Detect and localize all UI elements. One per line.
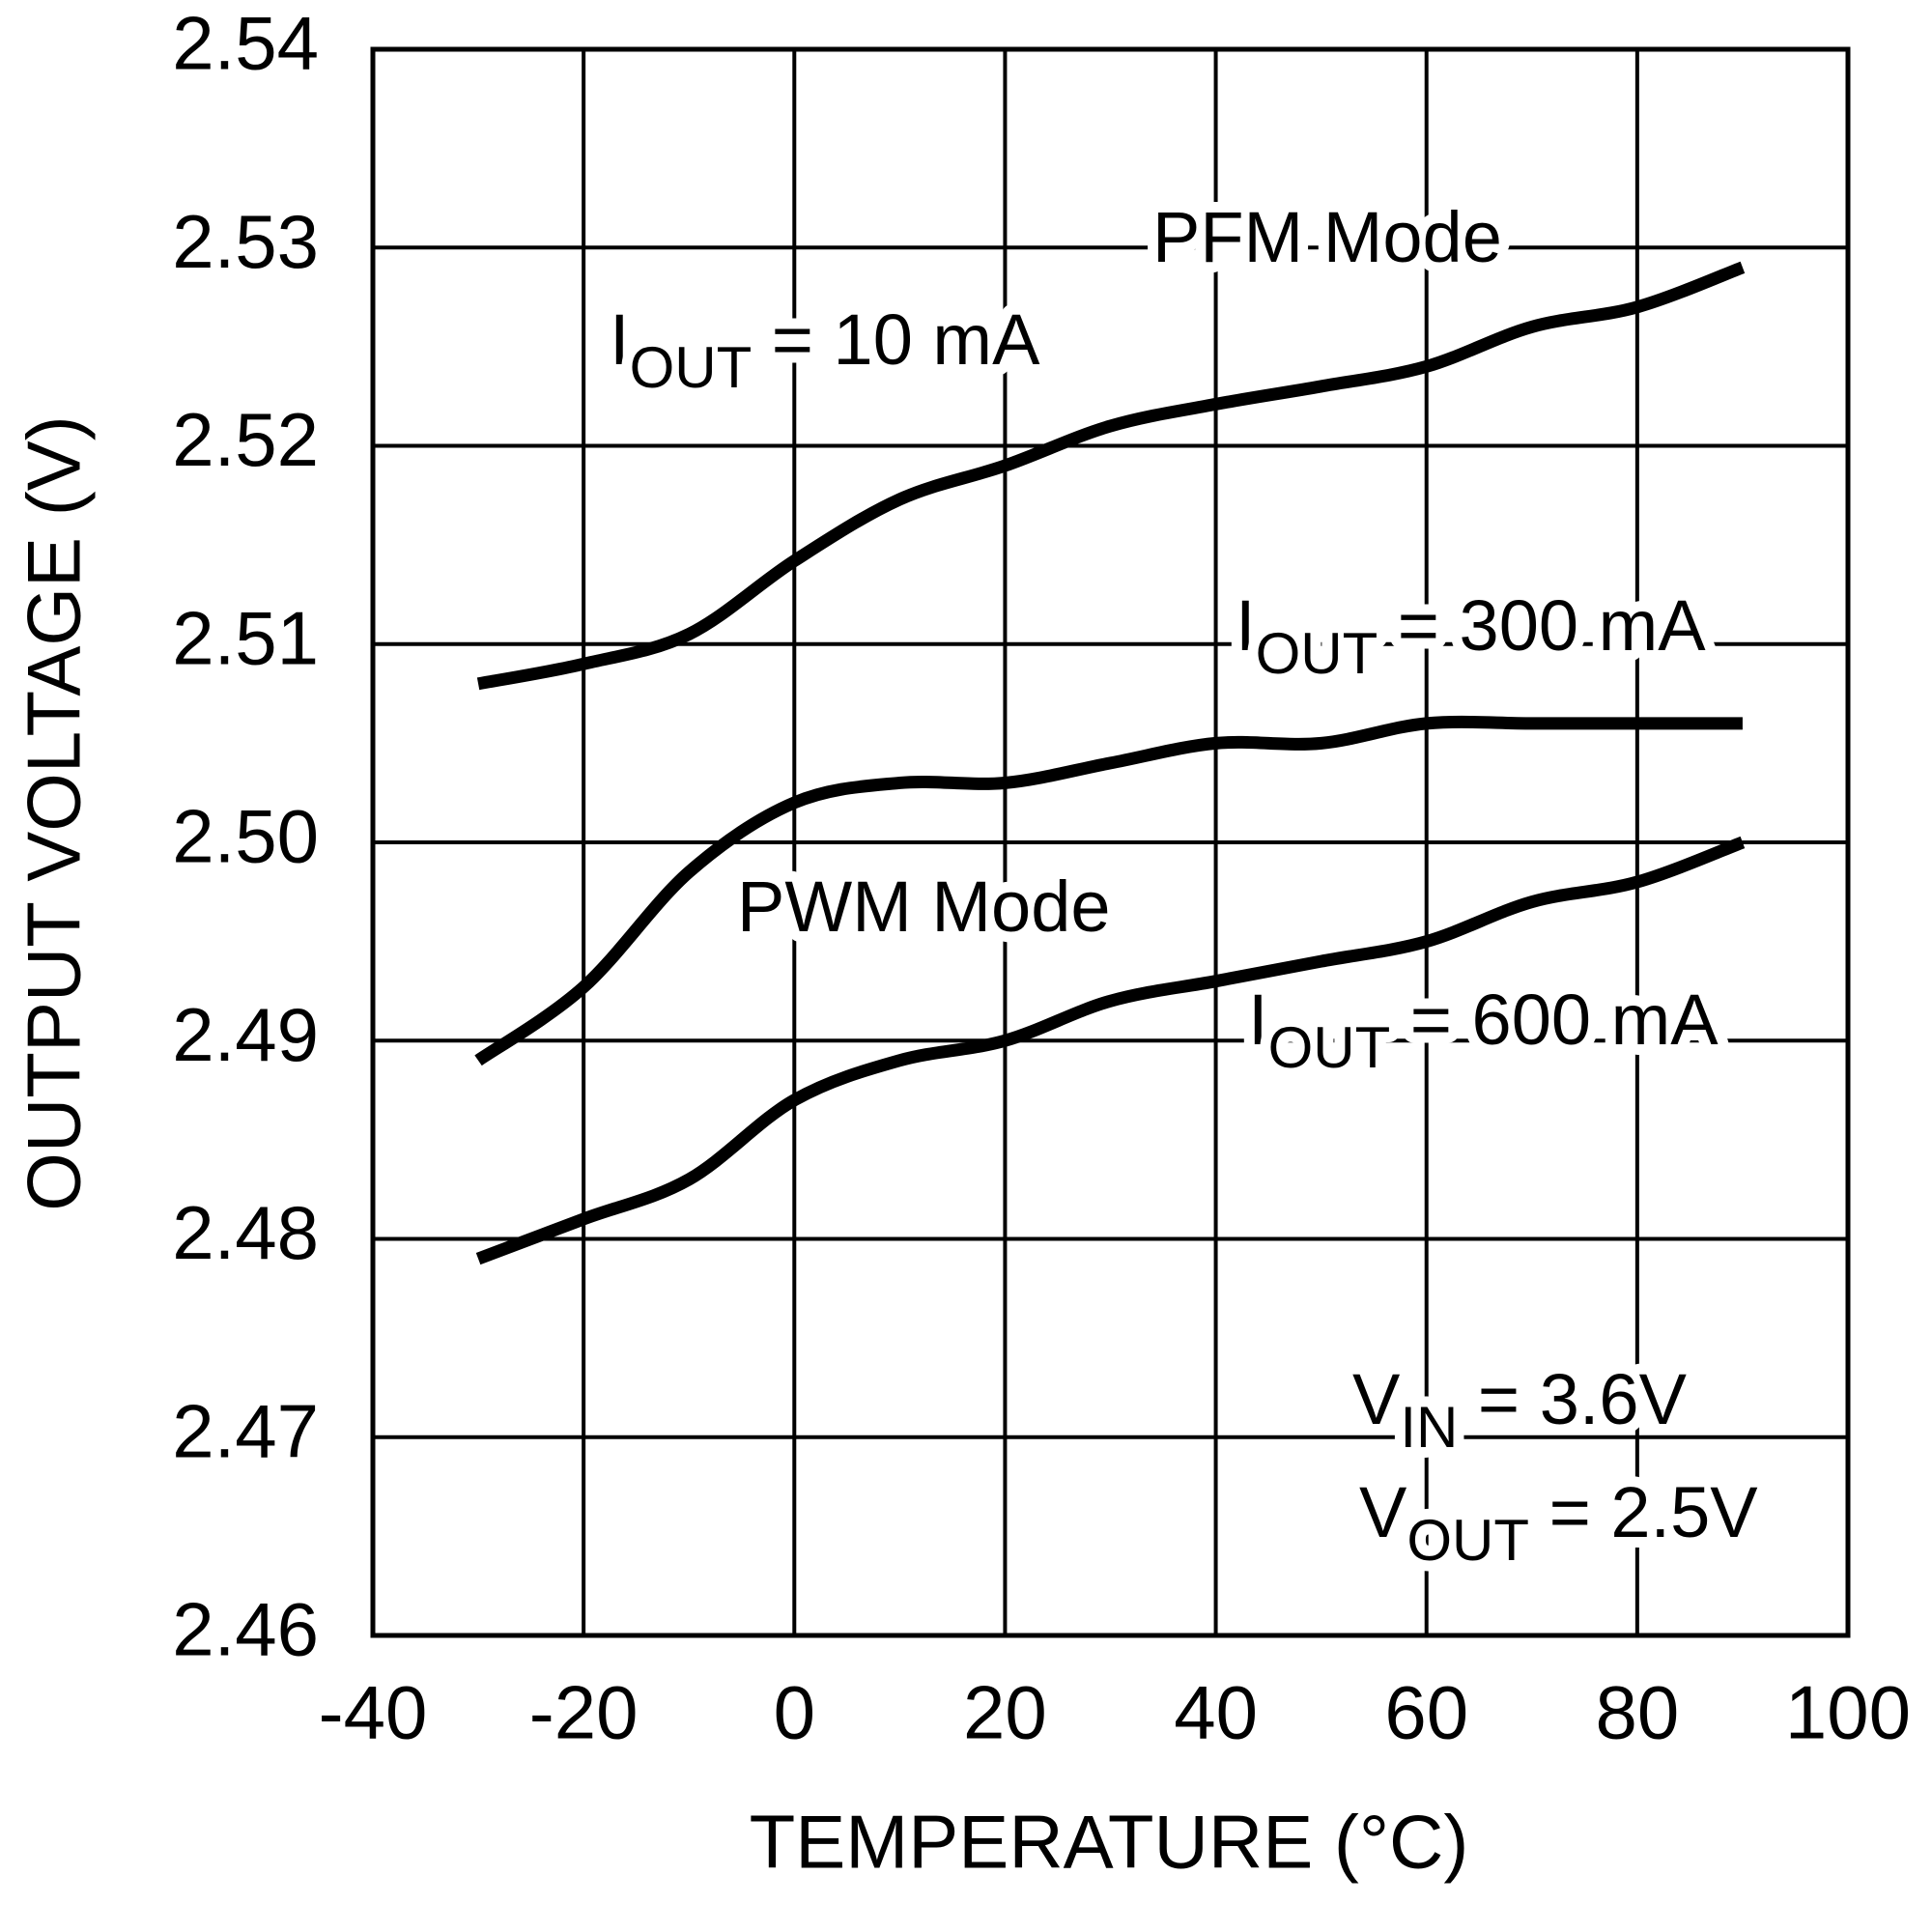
- y-tick-label: 2.52: [172, 397, 319, 482]
- annotation-subscript: IN: [1400, 1395, 1458, 1460]
- x-tick-label: 40: [1174, 1670, 1258, 1755]
- y-tick-label: 2.54: [172, 1, 319, 86]
- data-line: [476, 261, 1746, 691]
- annotation: VIN = 3.6V: [1352, 1359, 1688, 1460]
- annotation-tail: = 3.6V: [1458, 1359, 1687, 1439]
- x-tick-label: -20: [529, 1670, 639, 1755]
- x-tick-label: 0: [774, 1670, 815, 1755]
- x-tick-label: 80: [1595, 1670, 1679, 1755]
- annotation-main: I: [1236, 585, 1256, 666]
- y-tick-label: 2.47: [172, 1388, 319, 1473]
- data-line: [475, 836, 1746, 1265]
- annotation-tail: = 2.5V: [1529, 1472, 1758, 1552]
- y-tick-label: 2.49: [172, 992, 319, 1077]
- data-line: [474, 715, 1743, 1066]
- x-axis-title: TEMPERATURE (°C): [750, 1800, 1469, 1885]
- annotation-main: I: [610, 299, 630, 380]
- annotation-subscript: OUT: [630, 335, 753, 400]
- annotation-main: V: [1352, 1359, 1401, 1439]
- y-tick-label: 2.53: [172, 199, 319, 284]
- annotation-main: PFM Mode: [1152, 197, 1502, 277]
- y-tick-label: 2.46: [172, 1587, 319, 1672]
- y-tick-label: 2.50: [172, 794, 319, 879]
- annotation-subscript: OUT: [1256, 621, 1378, 686]
- annotation-subscript: OUT: [1268, 1015, 1391, 1080]
- annotation: IOUT = 300 mA: [1236, 585, 1706, 686]
- annotation: IOUT = 600 mA: [1248, 980, 1719, 1080]
- annotation: VOUT = 2.5V: [1359, 1472, 1758, 1573]
- annotation: PWM Mode: [737, 867, 1111, 947]
- annotation-tail: = 300 mA: [1378, 585, 1706, 666]
- annotation-subscript: OUT: [1406, 1508, 1529, 1573]
- annotation-main: V: [1359, 1472, 1407, 1552]
- annotation: IOUT = 10 mA: [610, 299, 1040, 400]
- x-tick-label: 60: [1384, 1670, 1468, 1755]
- x-tick-label: -40: [319, 1670, 428, 1755]
- y-tick-label: 2.48: [172, 1190, 319, 1275]
- plot-frame: [370, 46, 1851, 1638]
- x-tick-label: 20: [963, 1670, 1047, 1755]
- annotation: PFM Mode: [1152, 197, 1502, 277]
- y-axis-title: OUTPUT VOLTAGE (V): [12, 415, 97, 1210]
- annotation-tail: = 10 mA: [752, 299, 1040, 380]
- annotation-main: I: [1248, 980, 1268, 1060]
- annotation-main: PWM Mode: [737, 867, 1111, 947]
- annotation-tail: = 600 mA: [1390, 980, 1719, 1060]
- x-tick-label: 100: [1785, 1670, 1911, 1755]
- y-tick-label: 2.51: [172, 595, 319, 680]
